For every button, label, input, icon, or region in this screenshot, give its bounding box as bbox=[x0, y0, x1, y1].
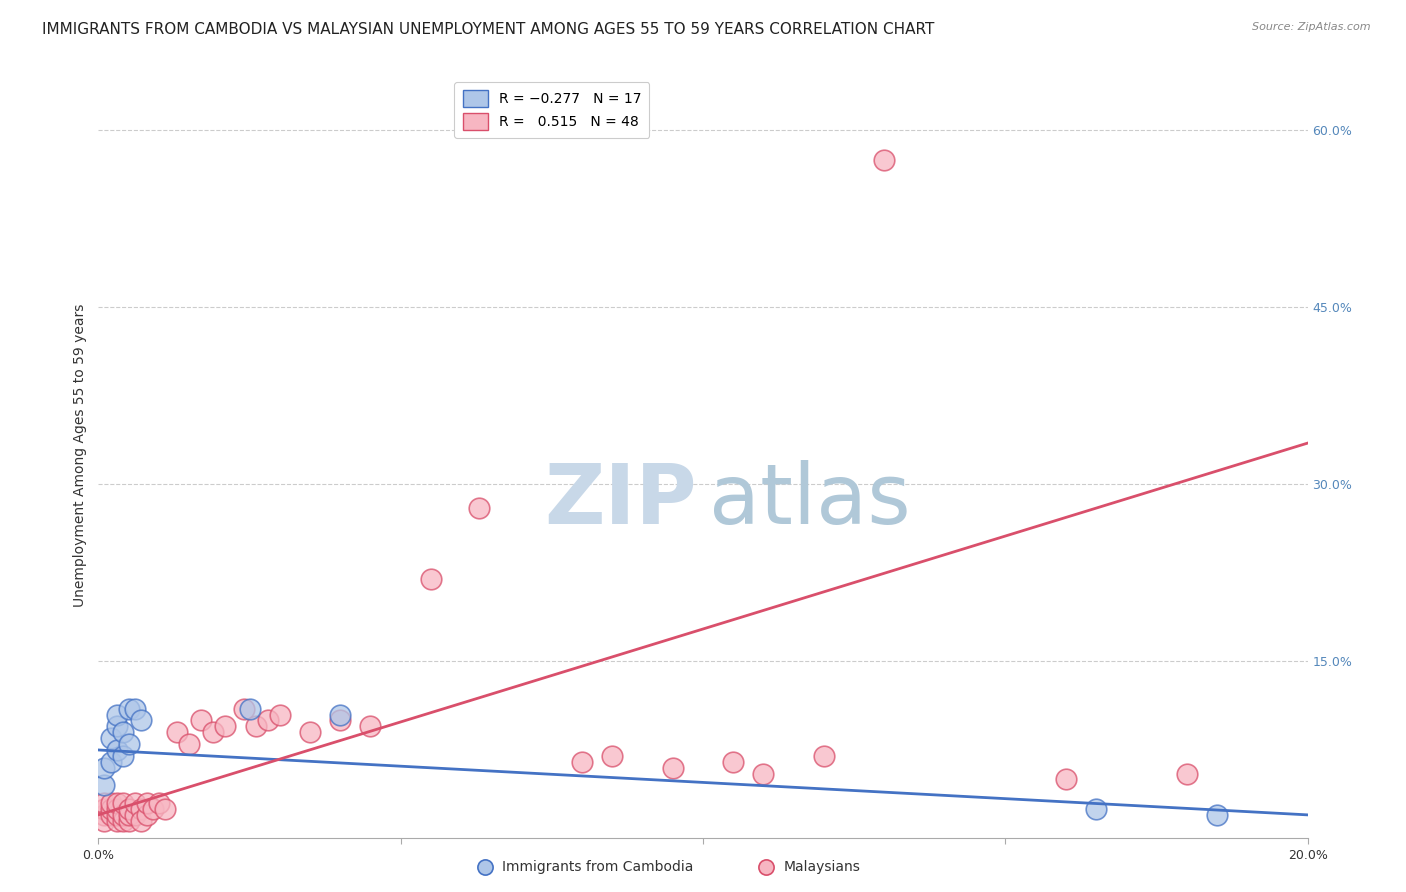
Point bbox=[1175, 766, 1198, 780]
Point bbox=[118, 701, 141, 715]
Point bbox=[723, 755, 745, 769]
Point bbox=[148, 796, 170, 810]
Point bbox=[214, 719, 236, 733]
Point bbox=[142, 802, 165, 816]
Point bbox=[135, 796, 157, 810]
Point bbox=[269, 707, 291, 722]
Point bbox=[1206, 808, 1229, 822]
Point bbox=[93, 814, 115, 828]
Point bbox=[153, 802, 176, 816]
Point bbox=[118, 814, 141, 828]
Point bbox=[93, 761, 115, 775]
Point bbox=[105, 814, 128, 828]
Point bbox=[100, 808, 122, 822]
Point bbox=[105, 707, 128, 722]
Point bbox=[129, 814, 152, 828]
Point bbox=[245, 719, 267, 733]
Point bbox=[118, 802, 141, 816]
Point bbox=[602, 748, 624, 763]
Point bbox=[813, 748, 835, 763]
Point bbox=[329, 714, 352, 728]
Point bbox=[111, 725, 134, 739]
Point bbox=[124, 796, 146, 810]
Point bbox=[571, 755, 593, 769]
Point bbox=[93, 796, 115, 810]
Point bbox=[105, 802, 128, 816]
Point bbox=[105, 719, 128, 733]
Point bbox=[239, 701, 262, 715]
Point bbox=[166, 725, 188, 739]
Point bbox=[105, 808, 128, 822]
Point bbox=[1085, 802, 1108, 816]
Point bbox=[124, 701, 146, 715]
Point bbox=[124, 808, 146, 822]
Legend: R = −0.277   N = 17, R =   0.515   N = 48: R = −0.277 N = 17, R = 0.515 N = 48 bbox=[454, 82, 650, 138]
Point bbox=[118, 737, 141, 751]
Text: ZIP: ZIP bbox=[544, 460, 697, 541]
Point bbox=[190, 714, 212, 728]
Point bbox=[100, 796, 122, 810]
Y-axis label: Unemployment Among Ages 55 to 59 years: Unemployment Among Ages 55 to 59 years bbox=[73, 303, 87, 607]
Point bbox=[329, 707, 352, 722]
Text: atlas: atlas bbox=[709, 460, 911, 541]
Point bbox=[135, 808, 157, 822]
Point bbox=[100, 802, 122, 816]
Point bbox=[105, 743, 128, 757]
Point bbox=[93, 802, 115, 816]
Point bbox=[100, 731, 122, 746]
Point bbox=[179, 737, 201, 751]
Point bbox=[1054, 772, 1077, 787]
Point bbox=[93, 808, 115, 822]
Point bbox=[360, 719, 382, 733]
Point bbox=[129, 802, 152, 816]
Point bbox=[111, 814, 134, 828]
Point bbox=[661, 761, 683, 775]
Point bbox=[755, 860, 778, 874]
Point bbox=[256, 714, 278, 728]
Point bbox=[105, 796, 128, 810]
Point bbox=[202, 725, 225, 739]
Point bbox=[873, 153, 896, 167]
Point bbox=[93, 778, 115, 792]
Point bbox=[111, 796, 134, 810]
Point bbox=[111, 808, 134, 822]
Point bbox=[752, 766, 775, 780]
Point bbox=[129, 714, 152, 728]
Text: Immigrants from Cambodia: Immigrants from Cambodia bbox=[502, 860, 693, 874]
Point bbox=[468, 501, 491, 516]
Point bbox=[420, 572, 443, 586]
Point bbox=[474, 860, 496, 874]
Point bbox=[299, 725, 322, 739]
Point bbox=[232, 701, 254, 715]
Point bbox=[111, 748, 134, 763]
Text: Source: ZipAtlas.com: Source: ZipAtlas.com bbox=[1253, 22, 1371, 32]
Point bbox=[118, 808, 141, 822]
Text: IMMIGRANTS FROM CAMBODIA VS MALAYSIAN UNEMPLOYMENT AMONG AGES 55 TO 59 YEARS COR: IMMIGRANTS FROM CAMBODIA VS MALAYSIAN UN… bbox=[42, 22, 935, 37]
Text: Malaysians: Malaysians bbox=[783, 860, 860, 874]
Point bbox=[100, 755, 122, 769]
